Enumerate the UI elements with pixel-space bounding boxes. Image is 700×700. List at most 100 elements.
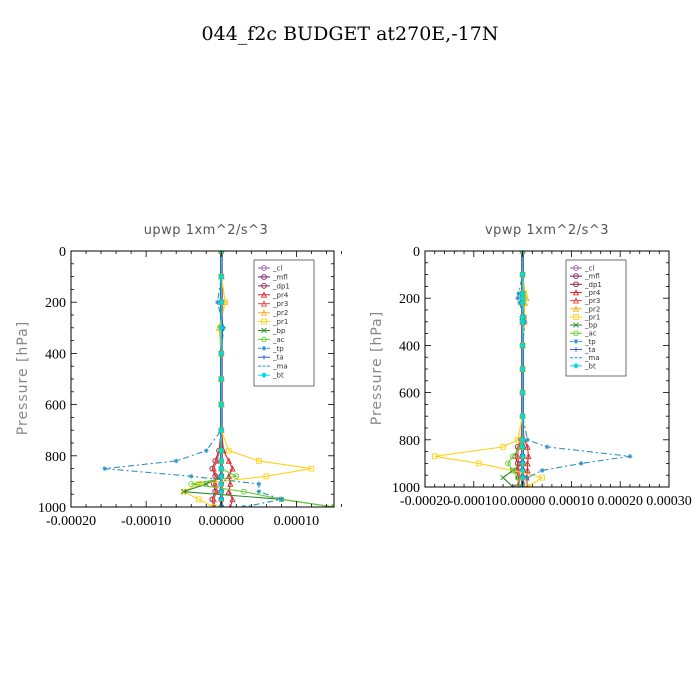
legend-marker-bp (573, 322, 579, 328)
legend-marker-ac (573, 330, 579, 337)
legend-marker-dp1 (261, 282, 267, 289)
legend-entry-cl: _cl (272, 265, 282, 273)
data-point-pr1 (539, 474, 545, 481)
y-tick-label: 0 (59, 245, 66, 260)
y-tick-label: 200 (399, 292, 420, 307)
data-point-bt (218, 447, 225, 454)
y-tick-label: 600 (45, 399, 66, 414)
legend-marker-cl (261, 265, 267, 271)
data-point-tp (215, 299, 220, 305)
data-point-pr1 (500, 444, 506, 450)
legend-marker-pr2 (260, 309, 268, 316)
data-point-tp (256, 481, 262, 487)
data-point-tp (539, 468, 545, 473)
legend-entry-pr3: _pr3 (584, 297, 600, 305)
data-point-tp (203, 448, 209, 454)
data-point-pr1 (524, 484, 531, 487)
y-tick-label: 1000 (392, 481, 420, 496)
legend-entry-ta: _ta (584, 346, 596, 354)
data-point-pr1 (431, 453, 438, 460)
data-point-bt (519, 299, 526, 306)
legend-entry-dp1: _dp1 (272, 282, 290, 290)
data-point-bt (519, 436, 526, 443)
x-tick-label: 0.00030 (646, 494, 692, 509)
data-point-bt (519, 460, 526, 467)
panel-title: upwp 1xm^2/s^3 (144, 223, 269, 238)
data-point-tp (188, 473, 194, 479)
data-point-ac (233, 473, 240, 480)
x-tick-label: 0.00020 (597, 494, 643, 509)
legend-marker-ta (261, 354, 267, 360)
data-point-ac (240, 488, 247, 495)
chart-panel-vpwp: vpwp 1xm^2/s^3 Pressure [hPa] 0 200 400 600 80… (369, 223, 692, 509)
legend-entry-bp: _bp (584, 322, 598, 330)
y-axis-label: Pressure [hPa] (15, 321, 31, 435)
data-point-pr1 (308, 465, 315, 472)
legend-marker-pr4 (260, 291, 268, 298)
data-point-tp (256, 489, 262, 495)
data-point-pr4 (524, 459, 531, 467)
legend-entry-ac: _ac (272, 336, 285, 344)
data-point-pr3 (210, 465, 217, 472)
legend-entry-pr4: _pr4 (584, 289, 601, 297)
legend-marker-tp (573, 338, 579, 344)
data-point-bp (500, 474, 506, 481)
legend-entry-pr1: _pr1 (584, 313, 600, 321)
x-tick-label: -0.00010 (121, 514, 171, 529)
x-tick-label: 0.00000 (500, 494, 546, 509)
legend-marker-pr4 (572, 289, 580, 296)
y-tick-label: 800 (45, 450, 66, 465)
legend-entry-bp: _bp (272, 327, 286, 335)
y-tick-label: 200 (45, 296, 66, 311)
series-line-pr1 (434, 251, 544, 487)
data-point-bp (180, 488, 187, 495)
chart-panel-upwp: upwp 1xm^2/s^3 Pressure [hPa] 0 200 400 600 80… (15, 223, 342, 529)
legend-marker-dp1 (573, 281, 579, 288)
data-point-bt (218, 299, 225, 306)
panel-title: vpwp 1xm^2/s^3 (485, 223, 609, 238)
data-point-bt (519, 318, 526, 325)
data-point-bt (519, 366, 526, 372)
data-point-pr4 (225, 488, 232, 495)
data-point-tp (578, 461, 584, 466)
legend-marker-pr2 (572, 305, 580, 312)
y-tick-label: 400 (399, 339, 420, 354)
x-tick-label: -0.00010 (449, 494, 499, 509)
legend-marker-mfl (261, 274, 267, 280)
data-point-bt (519, 271, 526, 278)
x-tick-label: 0.00010 (274, 514, 320, 529)
data-point-bt (519, 342, 526, 349)
data-point-bt (519, 443, 526, 450)
y-tick-label: 1000 (38, 501, 66, 516)
data-point-bt (218, 350, 225, 357)
data-point-tp (515, 295, 521, 301)
data-point-tp (525, 437, 530, 443)
legend-marker-bp (261, 327, 267, 334)
data-point-pr3 (213, 457, 220, 464)
legend-entry-ta: _ta (272, 354, 284, 362)
data-point-tp (627, 453, 633, 459)
data-point-bt (218, 324, 225, 331)
data-point-bt (218, 473, 225, 480)
figure-title: 044_f2c BUDGET at270E,-17N (202, 23, 499, 45)
data-point-tp (516, 291, 522, 296)
legend-entry-mfl: _mfl (272, 273, 288, 281)
legend-marker-ta (573, 347, 579, 352)
legend-box (253, 259, 315, 387)
data-point-pr3 (210, 495, 217, 503)
legend-marker-pr3 (572, 297, 580, 304)
legend-entry-ac: _ac (584, 330, 597, 338)
data-point-bt (519, 453, 526, 460)
legend-marker-bt (261, 372, 267, 379)
x-tick-label: -0.00020 (46, 514, 96, 529)
data-point-pr4 (525, 452, 532, 460)
x-tick-label: 0.00010 (549, 494, 595, 509)
data-point-tp (544, 444, 550, 450)
legend-entry-dp1: _dp1 (584, 281, 602, 289)
data-point-bt (218, 273, 225, 280)
data-point-bt (218, 401, 225, 408)
legend-marker-pr1 (573, 314, 579, 320)
x-tick-label: 0.00000 (199, 514, 245, 529)
legend-entry-bt: _bt (272, 372, 284, 380)
